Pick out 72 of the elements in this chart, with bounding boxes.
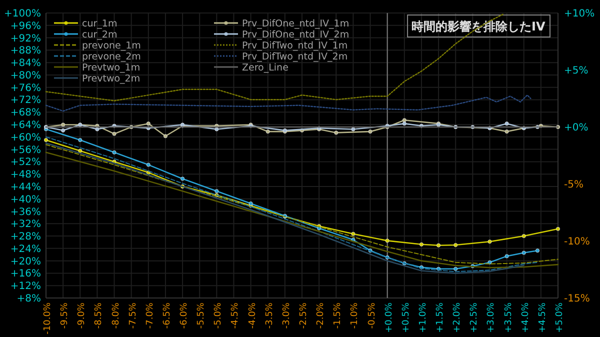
legend-label: Prevtwo_1m	[82, 62, 140, 74]
y2-tick-label: +0%	[564, 122, 588, 134]
x-tick-label: -2.5%	[299, 302, 309, 329]
x-tick-label: +4.0%	[520, 302, 531, 333]
x-tick-label: -6.5%	[162, 302, 172, 329]
x-tick-label: -7.0%	[145, 302, 156, 329]
y-tick-label: +96%	[10, 20, 41, 32]
x-tick-label: +0.0%	[384, 302, 394, 333]
x-tick-label: +1.0%	[418, 302, 428, 333]
legend-label: Prv_DifOne_ntd_IV_2m	[242, 30, 350, 40]
y2-tick-label: +10%	[564, 8, 595, 20]
x-tick-label: -5.0%	[214, 302, 224, 329]
x-tick-label: -9.5%	[60, 302, 70, 329]
x-tick-label: -8.0%	[111, 302, 122, 329]
x-tick-label: +2.0%	[452, 302, 463, 333]
y-tick-label: +12%	[10, 281, 41, 292]
x-tick-label: -9.0%	[77, 302, 88, 329]
legend-label: Prv_DifTwo_ntd_IV_2m	[242, 52, 348, 62]
x-tick-label: +2.5%	[470, 302, 480, 333]
x-tick-label: +0.5%	[401, 302, 412, 333]
y-tick-label: +28%	[10, 232, 41, 243]
x-tick-label: +3.0%	[486, 302, 497, 333]
x-tick-label: -7.5%	[128, 302, 138, 329]
legend-label: Prv_DifTwo_ntd_IV_1m	[242, 40, 348, 52]
y2-tick-label: -10%	[564, 236, 590, 248]
y-tick-label: +32%	[10, 219, 41, 230]
y-tick-label: +72%	[10, 95, 41, 106]
x-tick-label: -6.0%	[180, 302, 190, 329]
x-tick-label: -10.0%	[43, 302, 53, 334]
x-tick-label: -3.0%	[282, 302, 292, 329]
legend-label: Prv_DifOne_ntd_IV_1m	[242, 18, 350, 30]
y-tick-label: +36%	[10, 206, 41, 218]
x-tick-label: -4.0%	[248, 302, 258, 329]
x-tick-label: +1.5%	[436, 302, 446, 333]
y-tick-label: +20%	[10, 256, 41, 268]
legend-label: prevone_2m	[82, 52, 141, 62]
legend-label: prevone_1m	[82, 40, 141, 52]
y-tick-label: +16%	[10, 268, 41, 280]
y-tick-label: +88%	[10, 46, 41, 57]
x-tick-label: +5.0%	[555, 302, 565, 333]
x-tick-label: +3.5%	[504, 302, 514, 333]
x-tick-label: -8.5%	[94, 302, 104, 329]
y-tick-label: +60%	[10, 132, 41, 144]
y-tick-label: +92%	[10, 33, 41, 44]
y2-tick-label: -15%	[564, 294, 590, 304]
x-tick-label: +4.5%	[538, 302, 548, 333]
x-tick-label: -4.5%	[230, 302, 241, 329]
y-tick-label: +100%	[4, 8, 41, 20]
x-tick-label: -2.0%	[316, 302, 326, 329]
legend-label: cur_2m	[82, 30, 118, 40]
y2-tick-label: -5%	[564, 180, 584, 190]
y-tick-label: +48%	[10, 170, 41, 181]
y2-tick-label: +5%	[564, 66, 588, 76]
y-tick-label: +84%	[10, 58, 41, 70]
y-tick-label: +8%	[16, 294, 41, 304]
y-tick-label: +56%	[10, 144, 41, 156]
y-tick-label: +40%	[10, 194, 41, 206]
y-tick-label: +68%	[10, 108, 41, 119]
y-tick-label: +24%	[10, 244, 41, 255]
x-tick-label: -0.5%	[367, 302, 378, 329]
y-tick-label: +80%	[10, 70, 41, 82]
x-tick-label: -1.5%	[333, 302, 344, 329]
x-tick-label: -3.5%	[264, 302, 275, 329]
y-tick-label: +76%	[10, 82, 41, 94]
x-tick-label: -1.0%	[350, 302, 360, 329]
y-tick-label: +64%	[10, 120, 41, 132]
legend-label: Zero_Line	[242, 62, 289, 74]
y-tick-label: +52%	[10, 157, 41, 168]
x-tick-label: -5.5%	[196, 302, 207, 329]
y-tick-label: +44%	[10, 182, 41, 193]
legend-label: Prevtwo_2m	[82, 74, 140, 84]
legend-label: cur_1m	[82, 18, 118, 30]
